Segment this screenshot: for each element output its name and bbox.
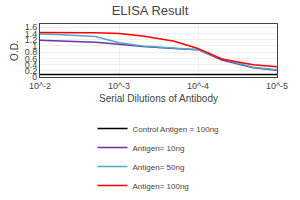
- svg-text:ELISA Result: ELISA Result: [112, 3, 189, 18]
- svg-text:Antigen= 10ng: Antigen= 10ng: [133, 144, 185, 153]
- svg-text:10^-3: 10^-3: [108, 81, 130, 91]
- svg-text:O.D.: O.D.: [9, 40, 20, 61]
- svg-text:Serial Dilutions of Antibody: Serial Dilutions of Antibody: [99, 93, 218, 104]
- svg-text:10^-5: 10^-5: [266, 81, 288, 91]
- svg-text:0.8: 0.8: [25, 47, 38, 57]
- svg-text:1.6: 1.6: [25, 22, 38, 32]
- svg-text:0.2: 0.2: [25, 66, 38, 76]
- svg-text:0.4: 0.4: [25, 60, 38, 70]
- svg-text:0: 0: [32, 72, 37, 82]
- svg-text:1: 1: [32, 41, 37, 51]
- svg-text:10^-4: 10^-4: [187, 81, 209, 91]
- svg-text:1.4: 1.4: [25, 29, 38, 39]
- svg-text:1.2: 1.2: [25, 35, 38, 45]
- svg-text:Control Antigen = 100ng: Control Antigen = 100ng: [133, 125, 219, 134]
- svg-text:10^-2: 10^-2: [29, 81, 51, 91]
- svg-text:Antigen= 100ng: Antigen= 100ng: [133, 182, 189, 191]
- svg-text:Antigen= 50ng: Antigen= 50ng: [133, 163, 185, 172]
- svg-text:0.6: 0.6: [25, 54, 38, 64]
